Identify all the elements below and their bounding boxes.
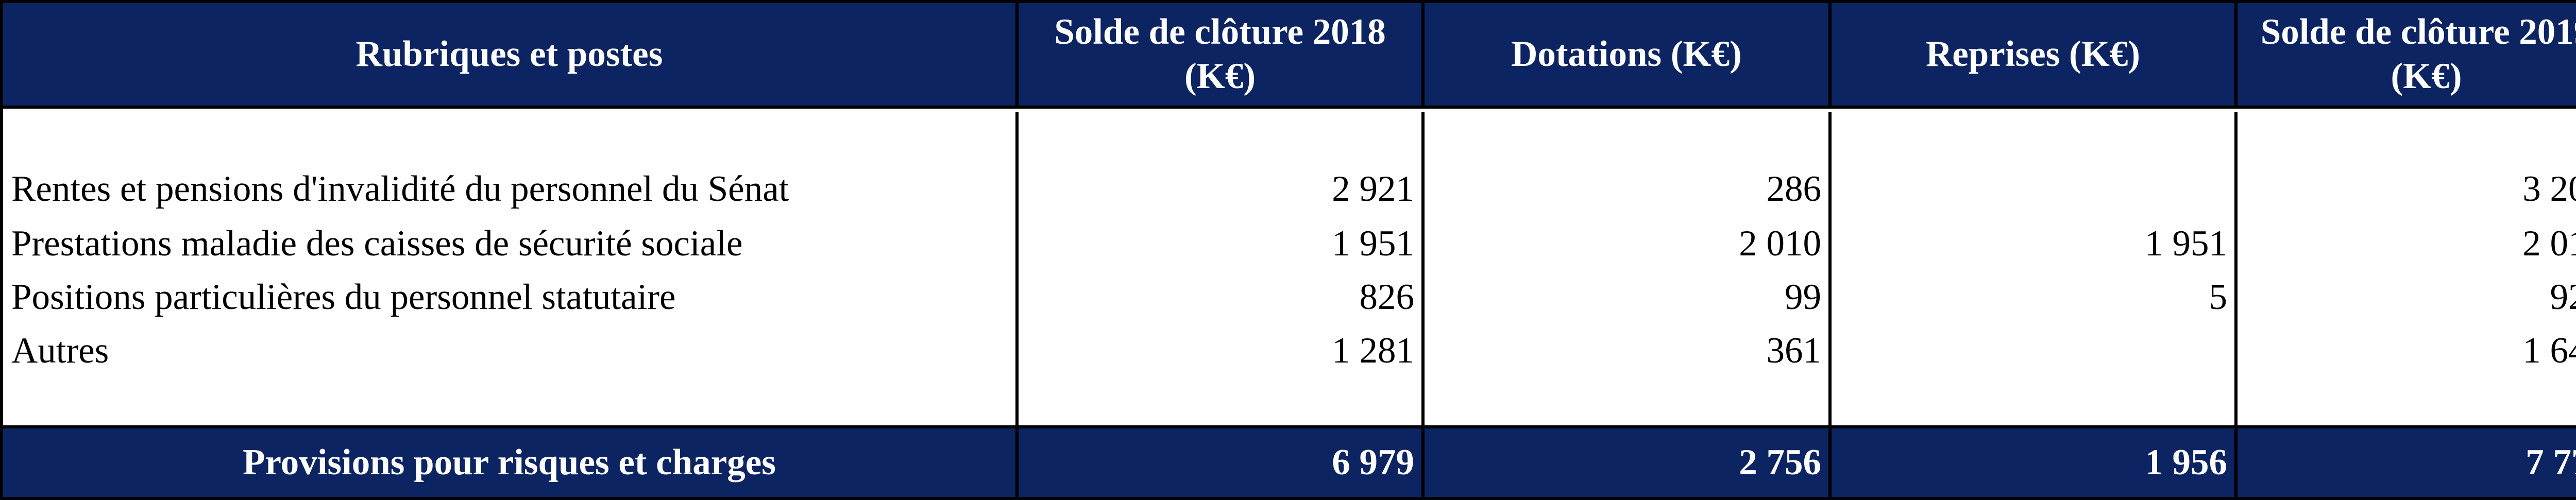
header-cell: Dotations (K€): [1425, 3, 1832, 109]
total-cell: 6 979: [1019, 425, 1425, 497]
row-value: 361: [1766, 331, 1822, 371]
header-cell: Solde de clôture 2018 (K€): [1019, 3, 1425, 109]
row-value: 99: [1785, 277, 1821, 317]
row-value: 5: [2209, 277, 2228, 317]
row-value: 1 951: [2145, 223, 2227, 264]
row-label: Rentes et pensions d'invalidité du perso…: [11, 169, 789, 209]
row-label: Positions particulières du personnel sta…: [11, 277, 676, 317]
row-label: Autres: [11, 331, 109, 371]
body-column: [2238, 112, 2576, 425]
total-cell: 2 756: [1425, 425, 1832, 497]
total-cell: 7 779: [2238, 425, 2576, 497]
header-cell: Solde de clôture 2019 (K€): [2238, 3, 2576, 109]
header-cell: Rubriques et postes: [3, 3, 1019, 109]
row-label: Prestations maladie des caisses de sécur…: [11, 223, 743, 264]
body-column: [3, 112, 1019, 425]
body-column: [1425, 112, 1832, 425]
row-value: 1 641: [2522, 331, 2576, 371]
row-value: 1 281: [1332, 331, 1414, 371]
body-column: [1832, 112, 2238, 425]
header-cell: Reprises (K€): [1832, 3, 2238, 109]
row-value: 286: [1766, 169, 1822, 209]
row-value: 3 206: [2522, 169, 2576, 209]
row-value: 1 951: [1332, 223, 1414, 264]
total-cell: 1 956: [1832, 425, 2238, 497]
body-column: [1019, 112, 1425, 425]
row-value: 2 921: [1332, 169, 1414, 209]
total-cell: Provisions pour risques et charges: [3, 425, 1019, 497]
row-value: 921: [2550, 277, 2576, 317]
row-value: 826: [1359, 277, 1415, 317]
row-value: 2 010: [2522, 223, 2576, 264]
row-value: 2 010: [1739, 223, 1821, 264]
